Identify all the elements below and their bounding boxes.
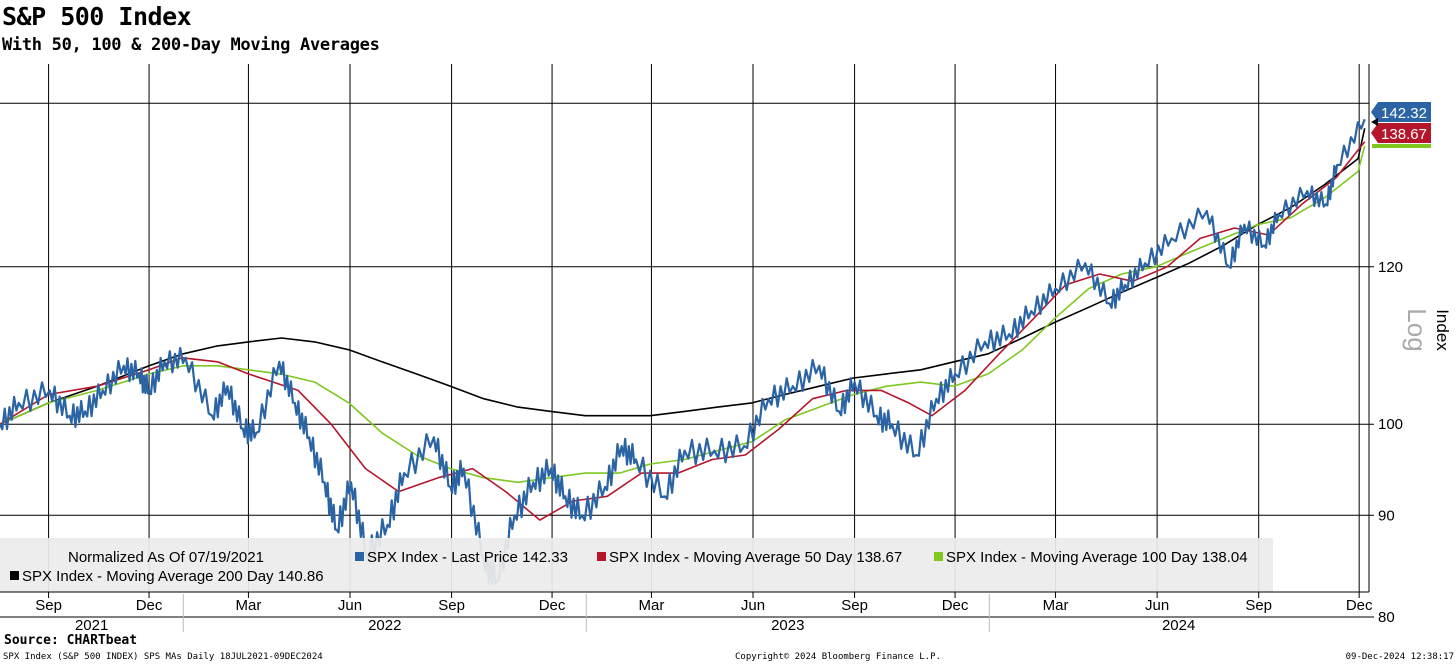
x-year-label: 2021: [75, 617, 108, 634]
x-tick-label: Dec: [539, 597, 566, 614]
x-tick-label: Sep: [438, 597, 465, 614]
y-tick-label: 80: [1378, 609, 1395, 626]
x-year-label: 2022: [368, 617, 401, 634]
ma100-tag-marker: [1372, 144, 1431, 148]
chart-subtitle: With 50, 100 & 200-Day Moving Averages: [2, 35, 380, 55]
legend-swatch-ma200: [10, 571, 19, 580]
last-value-tag-bg: [1371, 102, 1431, 122]
x-tick-label: Dec: [136, 597, 163, 614]
x-tick-label: Dec: [1346, 597, 1373, 614]
y-axis-label: Index: [1433, 309, 1452, 351]
x-tick-label: Sep: [841, 597, 868, 614]
chart-title: S&P 500 Index: [2, 2, 192, 31]
y-tick-label: 100: [1378, 416, 1403, 433]
legend-swatch-price: [355, 552, 364, 561]
x-tick-label: Mar: [236, 597, 262, 614]
legend-label-ma100: SPX Index - Moving Average 100 Day 138.0…: [946, 549, 1248, 566]
last-value-tag-bg: [1371, 123, 1431, 143]
series-line-ma200: [0, 128, 1366, 425]
legend-label-ma50: SPX Index - Moving Average 50 Day 138.67: [609, 549, 902, 566]
ma200-tag-marker: [1371, 118, 1378, 126]
scale-label: Log: [1402, 308, 1432, 351]
legend-label-price: SPX Index - Last Price 142.33: [367, 549, 568, 566]
last-value-tags: 142.32 138.67: [1371, 102, 1431, 148]
x-tick-label: Sep: [35, 597, 62, 614]
axes: Sep Dec Mar Jun Sep Dec Mar Jun Sep Dec Mar Jun Sep D…: [0, 64, 1452, 634]
legend-swatch-ma50: [597, 552, 606, 561]
series-line-ma100: [0, 145, 1366, 484]
last-value-tag-text: 138.67: [1381, 126, 1427, 143]
x-tick-label: Jun: [1145, 597, 1169, 614]
last-value-tag-text: 142.32: [1381, 105, 1427, 122]
x-tick-label: Mar: [639, 597, 665, 614]
legend-box: [0, 538, 1273, 592]
series-lines: [0, 118, 1366, 585]
legend-swatch-ma100: [934, 552, 943, 561]
series-line-ma50: [0, 141, 1366, 521]
normalized-note: Normalized As Of 07/19/2021: [68, 549, 264, 566]
y-tick-label: 120: [1378, 259, 1403, 276]
x-tick-label: Dec: [942, 597, 969, 614]
gridlines: [0, 64, 1369, 618]
source-note: Source: CHARTbeat: [4, 633, 138, 648]
legend-label-ma200: SPX Index - Moving Average 200 Day 140.8…: [22, 568, 324, 585]
footer-copyright: Copyright© 2024 Bloomberg Finance L.P.: [735, 652, 941, 662]
footer-left: SPX Index (S&P 500 INDEX) SPS MAs Daily …: [3, 652, 323, 662]
footer-timestamp: 09-Dec-2024 12:38:17: [1345, 652, 1454, 662]
x-tick-label: Mar: [1043, 597, 1069, 614]
x-year-label: 2023: [771, 617, 804, 634]
x-tick-label: Jun: [741, 597, 765, 614]
series-line-price: [0, 118, 1366, 585]
x-tick-label: Sep: [1245, 597, 1272, 614]
y-tick-label: 90: [1378, 507, 1395, 524]
x-year-label: 2024: [1162, 617, 1195, 634]
legend: Normalized As Of 07/19/2021 SPX Index - L…: [0, 538, 1273, 592]
x-tick-label: Jun: [338, 597, 362, 614]
